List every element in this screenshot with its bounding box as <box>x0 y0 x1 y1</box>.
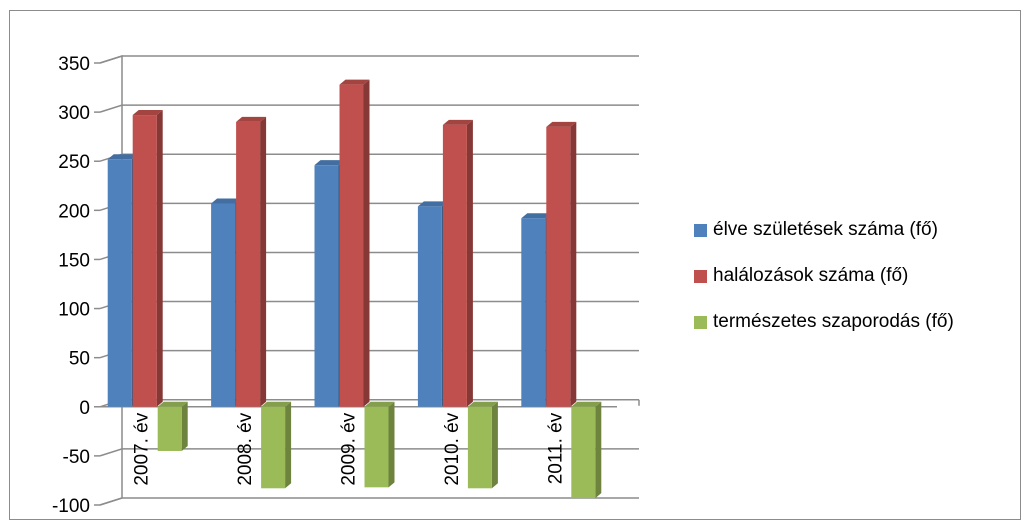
bar-front <box>211 203 236 407</box>
category-label: 2010. év <box>442 412 463 485</box>
legend-item-deaths: halálozások száma (fő) <box>694 264 1024 288</box>
legend-label-natural-increase: természetes szaporodás (fő) <box>713 311 954 332</box>
bar-front <box>261 406 286 489</box>
bar-front <box>364 406 389 488</box>
bar-front <box>467 406 492 489</box>
bar-top <box>107 154 138 160</box>
legend-label-births: élve születések száma (fő) <box>713 219 938 240</box>
category-label: 2009. év <box>339 412 360 485</box>
bar-side <box>595 401 602 499</box>
bar-front <box>417 206 442 407</box>
bar-side <box>491 401 498 489</box>
bar-side <box>363 79 370 407</box>
legend-swatch-births <box>694 223 707 237</box>
bar-front <box>442 124 467 407</box>
bar-top <box>571 401 602 407</box>
legend-item-natural-increase: természetes szaporodás (fő) <box>694 310 1024 334</box>
y-tick-label: -50 <box>63 447 90 468</box>
bar-front <box>157 406 182 451</box>
y-tick-label: 0 <box>79 398 90 419</box>
y-tick-label: 100 <box>58 300 90 321</box>
bar-front <box>546 126 571 407</box>
legend-swatch-deaths <box>694 269 707 283</box>
bar-top <box>261 401 292 407</box>
bar-deaths <box>546 121 577 407</box>
bar-natural-increase <box>157 401 188 451</box>
y-tick-label: 350 <box>58 54 90 75</box>
bar-top <box>364 401 395 407</box>
bar-natural-increase <box>467 401 498 489</box>
category-label: 2008. év <box>235 412 256 485</box>
bar-side <box>466 119 473 407</box>
y-tick-label: 200 <box>58 201 90 222</box>
bar-top <box>521 213 552 219</box>
bar-deaths <box>442 119 473 407</box>
bar-top <box>211 198 242 204</box>
bar-top <box>236 116 267 122</box>
bar-top <box>467 401 498 407</box>
category-label: 2011. év <box>545 412 566 484</box>
y-axis-ticks: 350 300 250 200 150 100 50 0 -50 -100 <box>52 54 100 517</box>
bar-top <box>157 401 188 407</box>
bar-front <box>132 115 157 407</box>
bar-deaths <box>236 116 267 407</box>
bar-front <box>571 406 596 499</box>
bar-deaths <box>339 79 370 407</box>
bar-top <box>417 201 448 207</box>
legend-item-births: élve születések száma (fő) <box>694 218 1024 242</box>
bar-front <box>521 218 546 407</box>
bar-natural-increase <box>571 401 602 499</box>
bar-side <box>285 401 292 489</box>
bar-natural-increase <box>364 401 395 488</box>
bars <box>107 79 602 499</box>
gridline <box>99 497 639 506</box>
gridline <box>99 55 639 64</box>
bar-top <box>339 79 370 85</box>
y-tick-label: 300 <box>58 103 90 124</box>
bar-top <box>314 160 345 166</box>
bar-side <box>570 121 577 407</box>
bar-front <box>236 121 261 407</box>
legend-label-deaths: halálozások száma (fő) <box>713 265 909 286</box>
bar-side <box>388 401 395 488</box>
bar-top <box>546 121 577 127</box>
category-label: 2007. év <box>132 412 153 485</box>
bar-top <box>442 119 473 125</box>
bar-top <box>132 110 163 116</box>
bar-side <box>181 401 188 451</box>
bar-front <box>107 159 132 407</box>
y-tick-label: 250 <box>58 152 90 173</box>
bar-deaths <box>132 110 163 407</box>
y-tick-label: -100 <box>52 496 90 517</box>
category-labels: 2007. év 2008. év 2009. év 2010. év 2011. év <box>132 412 567 485</box>
legend: élve születések száma (fő) halálozások s… <box>694 218 1024 356</box>
y-tick-label: 150 <box>58 250 90 271</box>
gridline <box>99 104 639 113</box>
bar-front <box>314 165 339 407</box>
bar-side <box>260 116 267 407</box>
legend-swatch-natural-increase <box>694 315 707 329</box>
bar-side <box>156 110 163 407</box>
y-tick-label: 50 <box>69 349 90 370</box>
bar-front <box>339 84 364 407</box>
gridline <box>99 448 639 457</box>
bar-natural-increase <box>261 401 292 489</box>
